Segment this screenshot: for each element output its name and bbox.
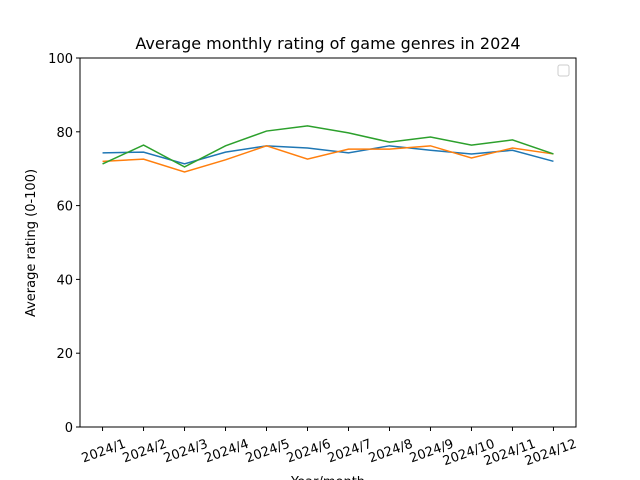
series-line <box>102 125 554 168</box>
chart-title: Average monthly rating of game genres in… <box>135 34 520 53</box>
series-line <box>102 145 554 165</box>
series-line <box>102 145 554 173</box>
y-tick-label: 0 <box>65 421 73 436</box>
y-tick-label: 60 <box>56 200 73 215</box>
y-tick-label: 40 <box>56 273 73 288</box>
y-tick-label: 20 <box>56 347 73 362</box>
plot-frame <box>79 57 577 428</box>
x-axis-label: Year/month <box>290 475 365 480</box>
y-tick-label: 80 <box>56 126 73 141</box>
legend <box>557 64 570 77</box>
y-tick-label: 100 <box>48 52 73 67</box>
y-axis-label: Average rating (0-100) <box>24 169 39 317</box>
